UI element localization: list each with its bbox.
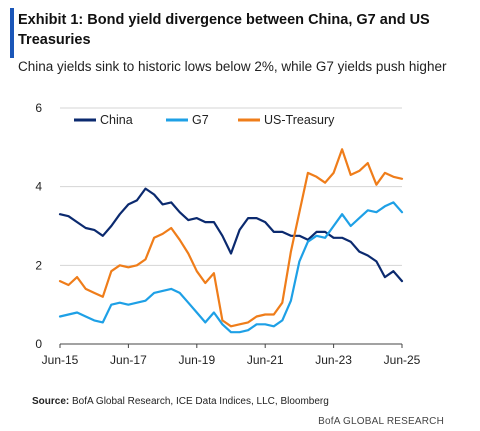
x-tick-label: Jun-17 [110,353,147,367]
series-line-china [58,187,404,283]
source-text: BofA Global Research, ICE Data Indices, … [72,396,329,407]
x-tick-label: Jun-15 [42,353,79,367]
series-line-g7 [58,201,404,334]
y-tick-label: 6 [35,101,42,115]
x-tick-label: Jun-19 [178,353,215,367]
y-tick-label: 4 [35,180,42,194]
axes: 0 2 4 6 Jun-15 Jun-17 Jun-19 Jun-21 Jun-23 Jun-25 [35,101,420,367]
series-lines [58,148,404,334]
x-tick-label: Jun-25 [384,353,421,367]
chart-subtitle: China yields sink to historic lows below… [18,59,447,74]
grid-lines [60,107,402,266]
legend: China G7 US-Treasury [74,113,335,127]
line-chart: 0 2 4 6 Jun-15 Jun-17 Jun-19 Jun-21 Jun-23 Jun-25… [35,101,420,367]
series-line-us-treasury [58,148,404,328]
legend-label: US-Treasury [264,113,335,127]
y-tick-label: 2 [35,258,42,272]
chart-title: Exhibit 1: Bond yield divergence between… [18,12,430,48]
y-tick-label: 0 [35,337,42,351]
x-tick-label: Jun-21 [247,353,284,367]
x-tick-label: Jun-23 [315,353,352,367]
source-label: Source: [32,396,70,407]
footer-brand: BofA GLOBAL RESEARCH [318,416,444,427]
source-note: Source: BofA Global Research, ICE Data I… [32,396,329,407]
legend-label: China [100,113,133,127]
legend-label: G7 [192,113,209,127]
title-accent-bar [10,8,14,58]
